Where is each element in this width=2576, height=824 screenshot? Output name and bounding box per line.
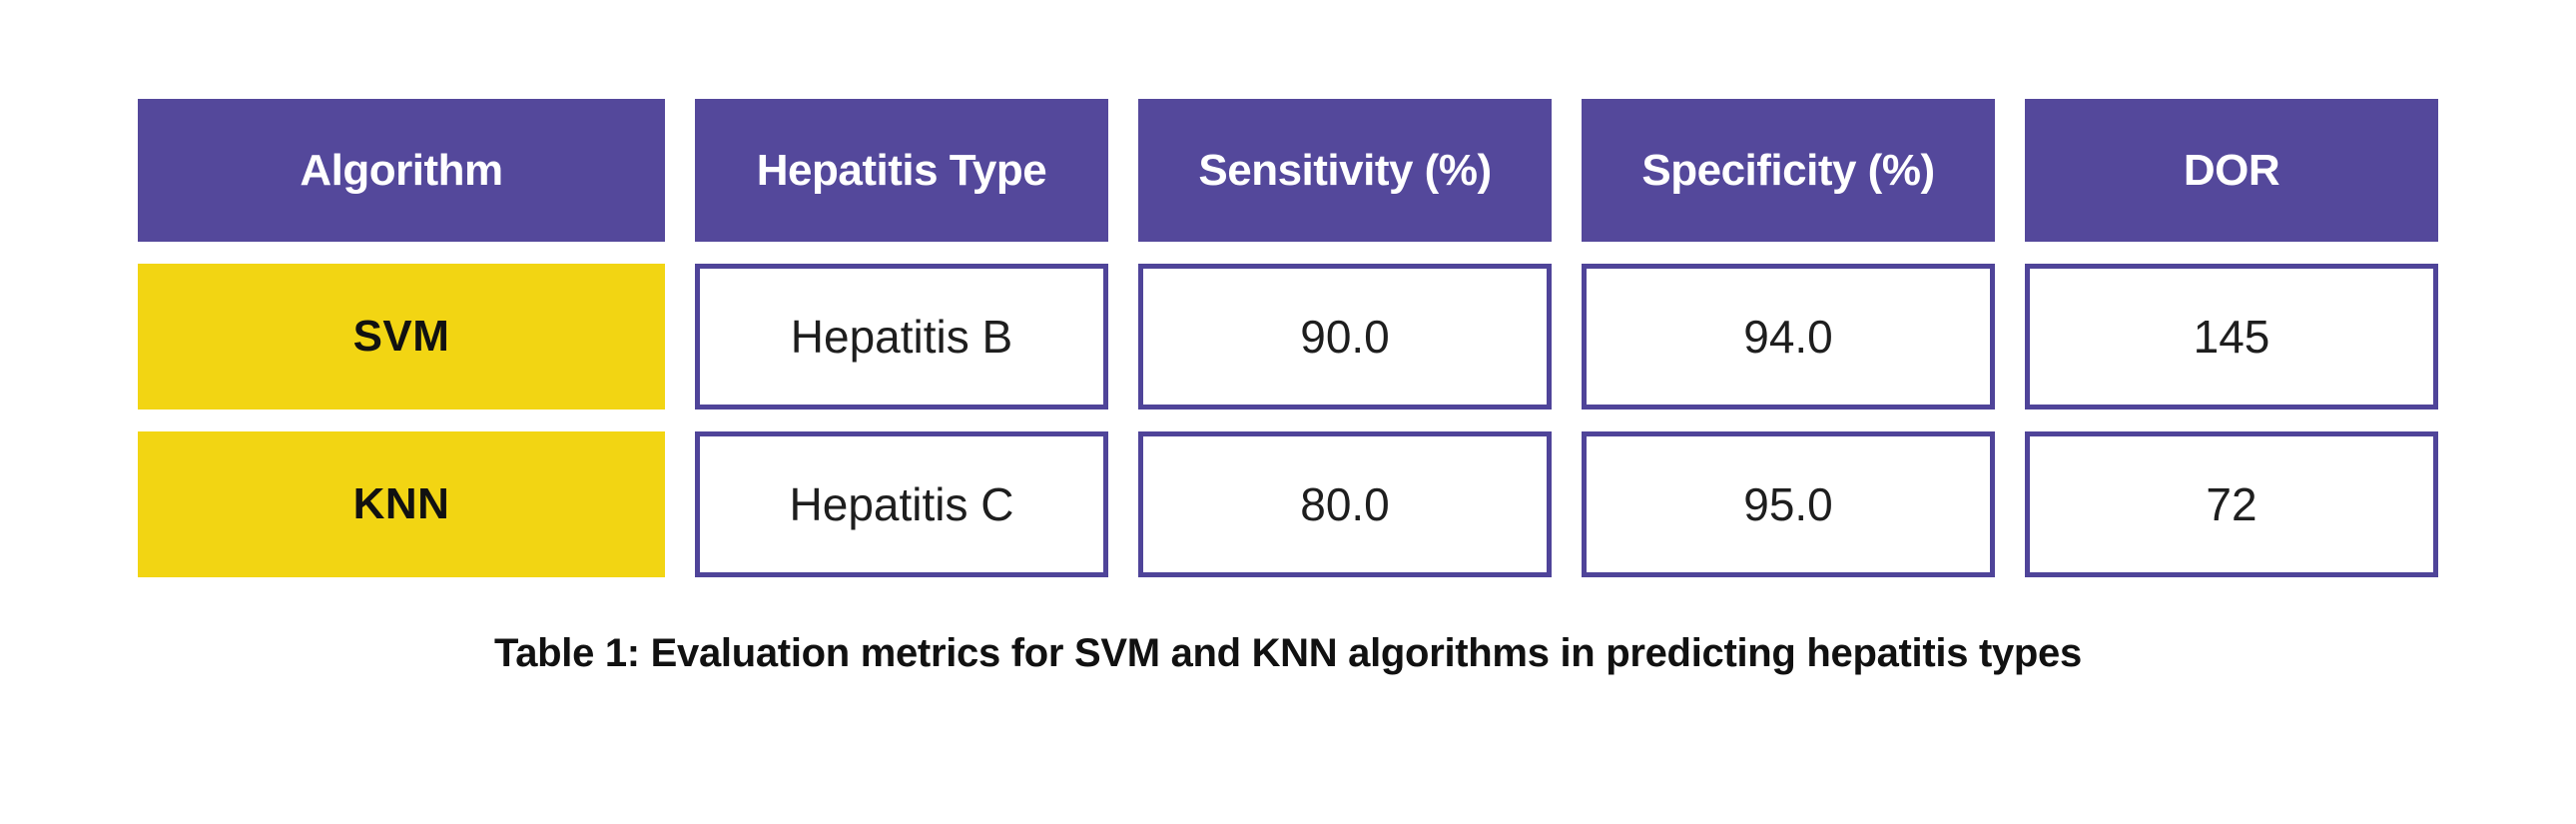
- header-algorithm-label: Algorithm: [300, 145, 503, 195]
- cell-row1-specificity-value: 94.0: [1743, 311, 1833, 363]
- header-specificity: Specificity (%): [1582, 99, 1995, 242]
- header-hepatitis-type-label: Hepatitis Type: [756, 145, 1047, 195]
- header-sensitivity-label: Sensitivity (%): [1198, 145, 1492, 195]
- header-sensitivity: Sensitivity (%): [1138, 99, 1552, 242]
- cell-row1-algorithm-value: SVM: [352, 312, 450, 361]
- cell-row1-dor-value: 145: [2193, 311, 2270, 363]
- header-hepatitis-type: Hepatitis Type: [695, 99, 1108, 242]
- cell-row1-hepatitis-type: Hepatitis B: [695, 264, 1108, 410]
- cell-row1-dor: 145: [2025, 264, 2438, 410]
- cell-row2-algorithm-value: KNN: [352, 479, 450, 528]
- cell-row2-sensitivity-value: 80.0: [1300, 478, 1390, 530]
- header-algorithm: Algorithm: [138, 99, 665, 242]
- metrics-table-figure: Algorithm Hepatitis Type Sensitivity (%)…: [138, 99, 2438, 676]
- cell-row1-sensitivity-value: 90.0: [1300, 311, 1390, 363]
- cell-row2-specificity: 95.0: [1582, 431, 1995, 577]
- cell-row2-specificity-value: 95.0: [1743, 478, 1833, 530]
- table-caption: Table 1: Evaluation metrics for SVM and …: [494, 631, 2082, 675]
- cell-row1-hepatitis-type-value: Hepatitis B: [790, 311, 1013, 363]
- cell-row1-specificity: 94.0: [1582, 264, 1995, 410]
- header-dor: DOR: [2025, 99, 2438, 242]
- cell-row2-algorithm: KNN: [138, 431, 665, 577]
- header-specificity-label: Specificity (%): [1641, 145, 1935, 195]
- cell-row2-sensitivity: 80.0: [1138, 431, 1552, 577]
- cell-row1-sensitivity: 90.0: [1138, 264, 1552, 410]
- header-dor-label: DOR: [2183, 145, 2280, 195]
- cell-row2-dor: 72: [2025, 431, 2438, 577]
- cell-row1-algorithm: SVM: [138, 264, 665, 410]
- metrics-table: Algorithm Hepatitis Type Sensitivity (%)…: [138, 99, 2438, 577]
- cell-row2-hepatitis-type-value: Hepatitis C: [789, 478, 1014, 530]
- cell-row2-hepatitis-type: Hepatitis C: [695, 431, 1108, 577]
- cell-row2-dor-value: 72: [2206, 478, 2257, 530]
